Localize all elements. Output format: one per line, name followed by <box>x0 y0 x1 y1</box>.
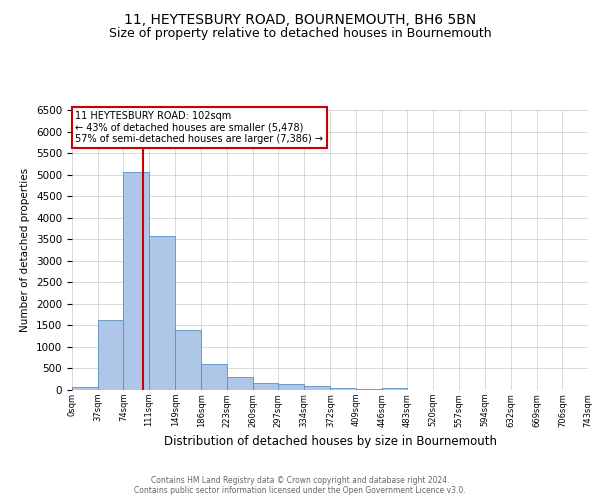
Text: 11 HEYTESBURY ROAD: 102sqm
← 43% of detached houses are smaller (5,478)
57% of s: 11 HEYTESBURY ROAD: 102sqm ← 43% of deta… <box>76 110 323 144</box>
Y-axis label: Number of detached properties: Number of detached properties <box>20 168 31 332</box>
Text: Contains HM Land Registry data © Crown copyright and database right 2024.
Contai: Contains HM Land Registry data © Crown c… <box>134 476 466 495</box>
Bar <box>72 387 98 390</box>
Bar <box>98 320 124 390</box>
Bar <box>201 364 227 390</box>
Bar <box>278 384 304 390</box>
Bar <box>227 377 253 390</box>
Bar <box>304 386 331 390</box>
Bar <box>149 236 175 390</box>
Bar <box>356 388 382 390</box>
Bar <box>331 388 356 390</box>
Bar <box>175 330 201 390</box>
X-axis label: Distribution of detached houses by size in Bournemouth: Distribution of detached houses by size … <box>163 435 497 448</box>
Bar <box>253 384 278 390</box>
Bar <box>124 172 149 390</box>
Text: Size of property relative to detached houses in Bournemouth: Size of property relative to detached ho… <box>109 28 491 40</box>
Bar <box>382 388 407 390</box>
Text: 11, HEYTESBURY ROAD, BOURNEMOUTH, BH6 5BN: 11, HEYTESBURY ROAD, BOURNEMOUTH, BH6 5B… <box>124 12 476 26</box>
